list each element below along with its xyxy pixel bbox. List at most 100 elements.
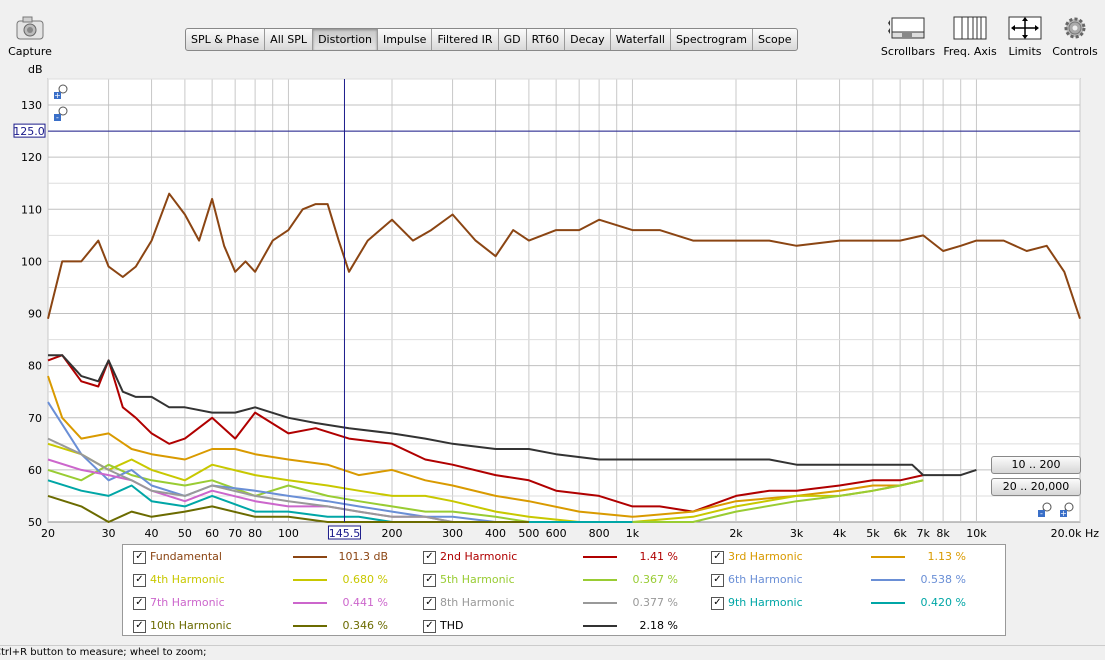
svg-text:-: -: [1040, 509, 1043, 518]
x-tick-label: 300: [442, 527, 463, 540]
x-tick-label: 800: [589, 527, 610, 540]
x-tick-label: 7k: [916, 527, 930, 540]
y-zoom-in-icon[interactable]: +: [54, 84, 68, 100]
legend-swatch: [293, 579, 327, 581]
legend-value: 1.41 %: [639, 550, 678, 563]
cursor-freq-readout: 145.5: [329, 527, 361, 540]
tab-all-spl[interactable]: All SPL: [265, 29, 314, 50]
tab-filtered-ir[interactable]: Filtered IR: [432, 29, 499, 50]
x-tick-label: 8k: [936, 527, 950, 540]
legend-checkbox[interactable]: ✓: [133, 620, 146, 633]
legend-value: 0.346 %: [342, 619, 388, 632]
y-zoom-out-icon[interactable]: -: [54, 106, 68, 122]
series-line-4th-harmonic: [47, 442, 924, 523]
y-axis-label: dB: [28, 63, 43, 76]
distortion-graph[interactable]: 50 60 70 80 90 100 110 120 130 dB 20 30 40 50 60 70 80 10…: [0, 0, 1105, 545]
legend-value: 0.441 %: [342, 596, 388, 609]
scrollbars-button[interactable]: Scrollbars: [880, 14, 936, 58]
capture-button[interactable]: Capture: [8, 14, 52, 58]
x-tick-label: 80: [248, 527, 262, 540]
x-tick-label: 500: [518, 527, 539, 540]
controls-button[interactable]: Controls: [1050, 14, 1100, 58]
x-tick-label: 400: [485, 527, 506, 540]
legend-checkbox[interactable]: ✓: [423, 597, 436, 610]
y-tick-label: 90: [28, 308, 42, 321]
x-zoom-in-icon[interactable]: +: [1060, 502, 1074, 518]
legend-checkbox[interactable]: ✓: [711, 574, 724, 587]
legend-item-5th-harmonic: ✓ 5th Harmonic 0.367 %: [423, 570, 703, 590]
x-tick-label: 10k: [966, 527, 987, 540]
freq-axis-icon: [953, 16, 987, 40]
limits-icon: [1008, 16, 1042, 40]
x-tick-label: 100: [278, 527, 299, 540]
legend-checkbox[interactable]: ✓: [423, 620, 436, 633]
legend-checkbox[interactable]: ✓: [711, 551, 724, 564]
legend-swatch: [583, 556, 617, 558]
legend-item-9th-harmonic: ✓ 9th Harmonic 0.420 %: [711, 593, 991, 613]
legend-value: 101.3 dB: [338, 550, 388, 563]
tab-impulse[interactable]: Impulse: [378, 29, 433, 50]
legend-item-8th-harmonic: ✓ 8th Harmonic 0.377 %: [423, 593, 703, 613]
legend-value: 0.420 %: [920, 596, 966, 609]
svg-text:-: -: [56, 113, 59, 122]
range-20-20000-button[interactable]: 20 .. 20,000: [991, 478, 1081, 496]
y-tick-label: 70: [28, 412, 42, 425]
cursor-level-readout: 125.0: [13, 125, 45, 138]
legend-checkbox[interactable]: ✓: [133, 574, 146, 587]
legend-item-3rd-harmonic: ✓ 3rd Harmonic 1.13 %: [711, 547, 991, 567]
gear-icon: [1064, 17, 1086, 39]
tab-waterfall[interactable]: Waterfall: [611, 29, 671, 50]
legend-name: THD: [440, 619, 464, 632]
freq-axis-button[interactable]: Freq. Axis: [942, 14, 998, 58]
tab-scope[interactable]: Scope: [758, 33, 792, 46]
legend-swatch: [293, 556, 327, 558]
y-tick-label: 130: [21, 99, 42, 112]
legend-checkbox[interactable]: ✓: [133, 551, 146, 564]
x-tick-label: 70: [228, 527, 242, 540]
tab-rt60[interactable]: RT60: [527, 29, 566, 50]
series-line-5th-harmonic: [47, 463, 924, 523]
legend-name: 9th Harmonic: [728, 596, 803, 609]
svg-text:+: +: [54, 91, 61, 100]
legend-swatch: [583, 602, 617, 604]
view-tabs: SPL & Phase All SPL Distortion Impulse Filte…: [185, 28, 798, 51]
tab-distortion[interactable]: Distortion: [313, 29, 378, 50]
legend-checkbox[interactable]: ✓: [133, 597, 146, 610]
tab-decay[interactable]: Decay: [565, 29, 611, 50]
x-tick-label: 40: [145, 527, 159, 540]
legend-swatch: [871, 556, 905, 558]
x-tick-label: 600: [546, 527, 567, 540]
range-10-200-button[interactable]: 10 .. 200: [991, 456, 1081, 474]
legend-name: 4th Harmonic: [150, 573, 225, 586]
legend-item-2nd-harmonic: ✓ 2nd Harmonic 1.41 %: [423, 547, 703, 567]
series-line-thd: [48, 354, 977, 477]
legend-panel: ✓ Fundamental 101.3 dB ✓ 2nd Harmonic 1.41 % ✓…: [122, 544, 1006, 636]
legend-checkbox[interactable]: ✓: [423, 551, 436, 564]
legend-item-6th-harmonic: ✓ 6th Harmonic 0.538 %: [711, 570, 991, 590]
x-tick-label: 1k: [626, 527, 640, 540]
y-tick-label: 120: [21, 151, 42, 164]
legend-swatch: [871, 579, 905, 581]
scrollbars-icon: [888, 17, 925, 39]
legend-name: 6th Harmonic: [728, 573, 803, 586]
tab-spectrogram[interactable]: Spectrogram: [671, 29, 754, 50]
limits-button[interactable]: Limits: [1000, 14, 1050, 58]
legend-name: 8th Harmonic: [440, 596, 515, 609]
y-tick-label: 100: [21, 255, 42, 268]
tab-gd[interactable]: GD: [499, 29, 527, 50]
legend-swatch: [583, 625, 617, 627]
series-line-fundamental: [47, 192, 1081, 320]
x-tick-label: 20.0k Hz: [1051, 527, 1100, 540]
y-tick-label: 50: [28, 516, 42, 529]
legend-checkbox[interactable]: ✓: [711, 597, 724, 610]
tab-spl-phase[interactable]: SPL & Phase: [186, 29, 266, 50]
x-zoom-out-icon[interactable]: -: [1038, 502, 1052, 518]
legend-name: 5th Harmonic: [440, 573, 515, 586]
x-tick-label: 20: [41, 527, 55, 540]
cursor-freq-box: [327, 525, 361, 540]
series-line-10th-harmonic: [47, 494, 529, 523]
status-text: Ctrl+R button to measure; wheel to zoom;: [0, 647, 207, 658]
legend-checkbox[interactable]: ✓: [423, 574, 436, 587]
scrollbars-label: Scrollbars: [880, 45, 936, 58]
limits-label: Limits: [1008, 45, 1042, 58]
